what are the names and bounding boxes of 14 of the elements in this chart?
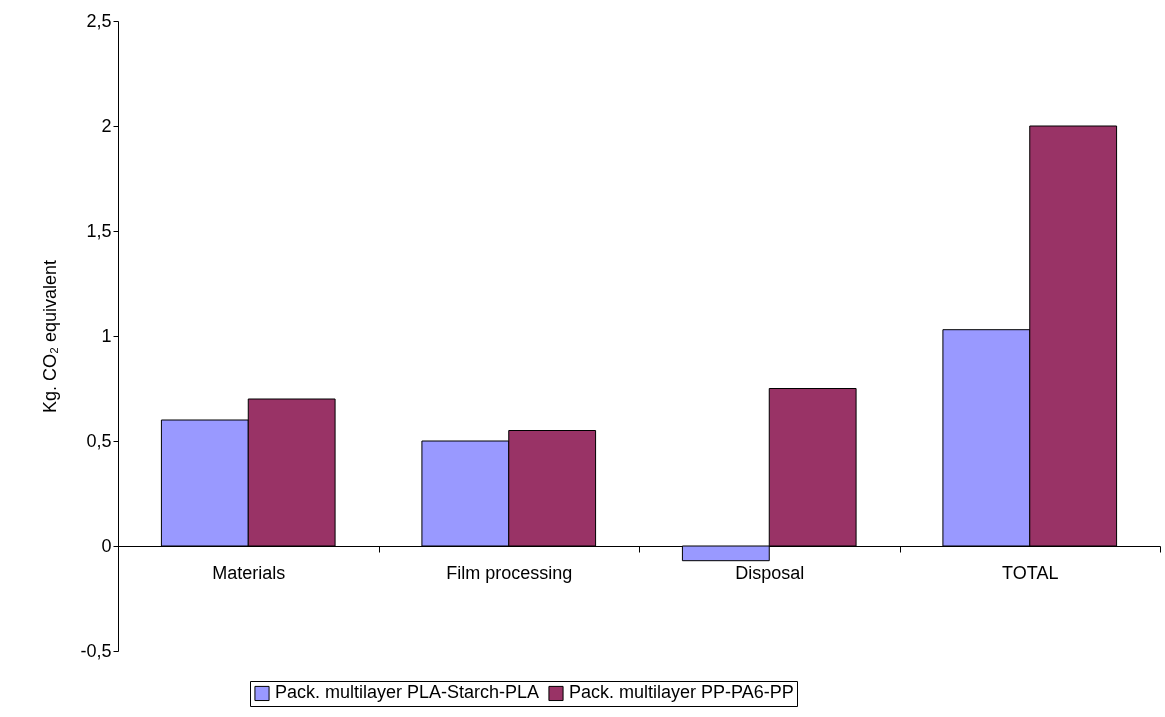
y-tick-label: 0,5	[86, 430, 112, 451]
legend-label: Pack. multilayer PP-PA6-PP	[569, 682, 794, 703]
legend-label: Pack. multilayer PLA-Starch-PLA	[275, 682, 540, 703]
x-tick-label: TOTAL	[1002, 562, 1059, 583]
y-tick-label: 0	[101, 535, 112, 556]
y-tick-label: 1,5	[86, 220, 112, 241]
x-tick-label: Materials	[212, 562, 286, 583]
x-tick-label: Film processing	[446, 562, 573, 583]
x-tick-label: Disposal	[735, 562, 805, 583]
y-tick-label: 1	[101, 325, 112, 346]
y-tick-label: -0,5	[80, 640, 112, 661]
y-tick-label: 2	[101, 115, 112, 136]
y-axis-title: Kg. CO₂ equivalent	[40, 259, 61, 414]
y-tick-label: 2,5	[86, 10, 112, 31]
